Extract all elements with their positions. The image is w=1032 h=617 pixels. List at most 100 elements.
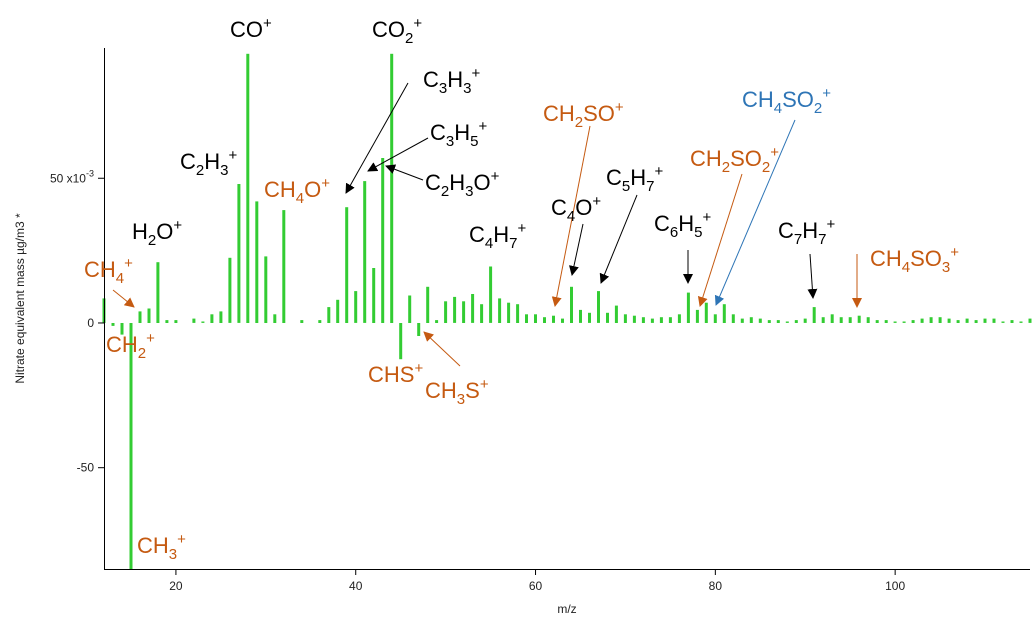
ion-annotation-ch3: CH3+ [137,531,186,563]
spectrum-bar [686,292,690,323]
spectrum-bar [426,286,430,323]
spectrum-bar [498,298,502,323]
spectrum-bar [992,318,996,323]
spectrum-bar [614,305,618,323]
y-tick-label: 50 x10-3 [50,168,94,185]
spectrum-bar [902,321,906,323]
spectrum-bar [938,317,942,323]
ion-label-c5h7: C5H7+ [606,163,663,195]
x-axis-label: m/z [557,602,576,616]
spectrum-bar [417,323,421,336]
spectrum-bar [147,308,151,323]
ion-annotation-ch3s: CH3S+ [423,331,489,408]
ion-label-ch3: CH3+ [137,531,186,563]
spectrum-bar [561,318,564,323]
spectrum-bar [471,294,475,323]
ion-annotation-co2: CO2+ [372,15,422,47]
ion-annotation-ch2so: CH2SO+ [543,99,624,307]
spectrum-bar [192,318,196,323]
spectrum-bar [713,314,717,323]
spectrum-bar [659,317,663,323]
spectrum-bar [767,320,771,323]
axes: 20 40 60 80 100 50 x10-3 0 -50 m/z Nitrate equ… [13,48,1030,616]
ion-annotation-c7h7: C7H7+ [778,216,835,299]
spectrum-bar [650,318,654,323]
spectrum-bar [794,320,798,323]
spectrum-bar [875,320,879,323]
spectrum-bar [345,207,349,323]
spectrum-bar [444,301,448,323]
spectrum-bar [785,321,789,323]
spectrum-bar [830,314,834,323]
spectrum-bar [318,320,322,323]
ion-label-co: CO+ [230,15,272,42]
ion-annotation-c3h3: C3H3+ [345,65,480,194]
spectrum-bar [848,317,852,323]
spectrum-bar [1019,321,1023,323]
spectrum-bar [920,318,924,323]
spectrum-bar [237,184,241,323]
spectrum-bar [839,317,843,323]
spectrum-bar [965,318,969,323]
spectrum-bar [758,318,762,323]
spectrum-bar [273,314,277,323]
x-tick-label: 20 [169,579,183,593]
ion-label-c2h3o: C2H3O+ [425,168,500,200]
spectrum-bar [974,320,978,323]
ion-label-c2h3: C2H3+ [180,147,237,179]
spectrum-bar [812,307,816,323]
ion-annotation-c4o: C4O+ [551,193,601,276]
ion-annotations: CO+ CO2+C3H3+ C3H5+ C2H3O+ C2H3+ CH4O+ H2O+ CH4… [84,15,959,563]
spectrum-bar [857,315,861,323]
spectrum-bar [138,311,142,323]
spectrum-bar [264,256,268,323]
spectrum-bar [552,315,555,323]
ion-annotation-chs: CHS+ [368,360,423,387]
spectrum-bar [381,158,385,323]
y-tick-label: 0 [87,316,94,330]
spectrum-bar [623,314,627,323]
spectrum-bar [776,320,780,323]
spectrum-bar [866,317,870,323]
spectrum-bar [597,291,600,323]
spectrum-bar [489,266,493,323]
spectrum-bar [174,320,178,323]
x-tick-label: 40 [349,579,363,593]
spectrum-bar [740,318,744,323]
spectrum-bar [336,299,340,323]
spectrum-bar [1028,318,1032,323]
spectrum-bar [956,320,960,323]
spectrum-bar [480,304,484,323]
ion-arrow-ch4 [112,289,135,308]
spectrum-bar [453,296,457,323]
x-tick-label: 60 [529,579,543,593]
spectrum-bar [893,321,897,323]
ion-annotation-h2o: H2O+ [132,217,182,249]
spectrum-bar [543,317,546,323]
spectrum-bar [668,317,672,323]
ion-arrow-ch2so [551,125,591,307]
spectrum-bar [929,317,933,323]
spectrum-bar [884,320,888,323]
spectrum-bar [435,320,439,323]
ion-label-c3h5: C3H5+ [430,118,487,150]
spectrum-bar [1001,321,1005,323]
spectrum-bar [911,320,915,323]
spectrum-bar [282,210,286,323]
spectrum-bar [803,318,807,323]
ion-annotation-ch4so3: CH4SO3+ [852,244,959,308]
ion-label-ch2: CH2+ [106,330,155,362]
ion-label-ch2so: CH2SO+ [543,99,624,131]
y-axis-ticks: 50 x10-3 0 -50 [50,168,104,475]
spectrum-bar [677,314,681,323]
x-tick-label: 80 [709,579,723,593]
ion-label-ch4so3: CH4SO3+ [870,244,959,276]
spectrum-bar [947,318,951,323]
ion-annotation-ch2so2: CH2SO2+ [690,144,779,307]
spectrum-bar [534,314,537,323]
spectrum-bar [354,291,358,323]
ion-label-c7h7: C7H7+ [778,216,835,248]
ion-label-c3h3: C3H3+ [423,65,480,97]
spectrum-bar [722,304,726,323]
ion-label-h2o: H2O+ [132,217,182,249]
